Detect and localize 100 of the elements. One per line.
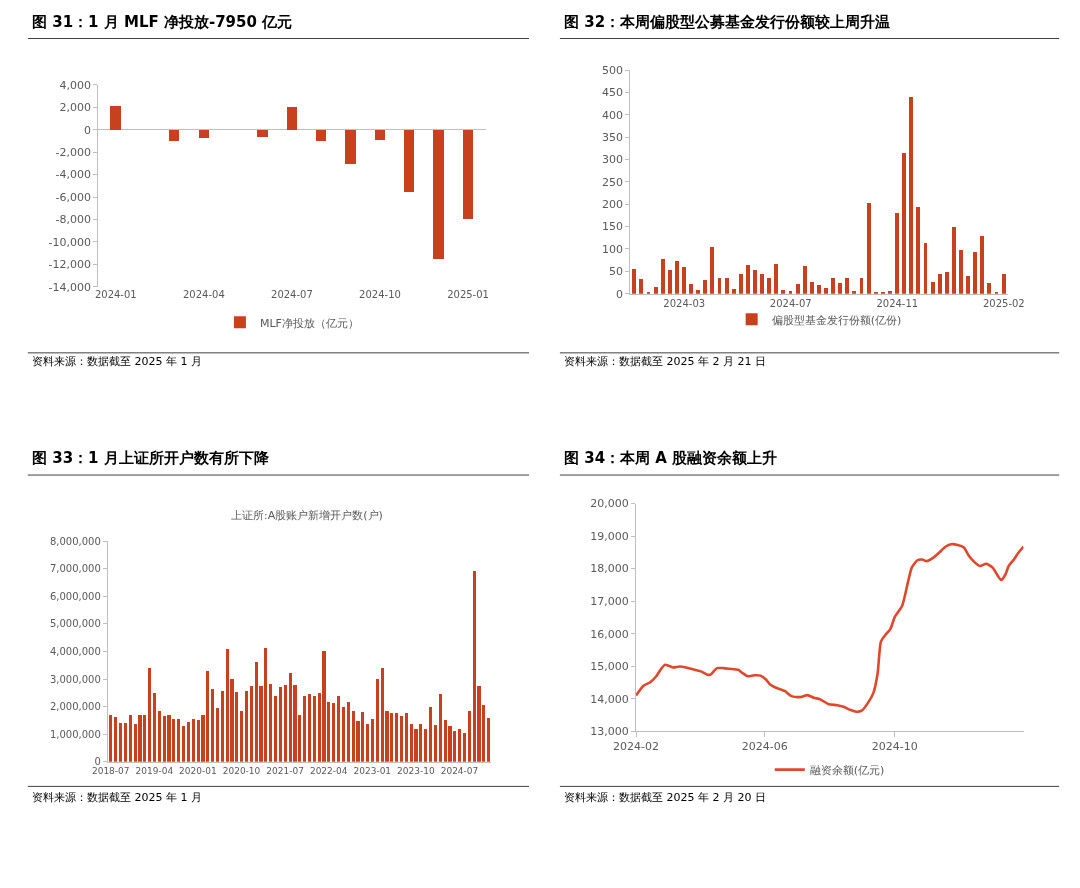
bar — [668, 270, 673, 294]
bar — [169, 129, 180, 141]
bar — [710, 247, 715, 294]
bar — [176, 719, 180, 762]
bar — [278, 687, 282, 762]
y-tick-label: 450 — [602, 86, 624, 100]
bar — [118, 723, 122, 762]
legend-label: MLF净投放（亿元） — [259, 316, 359, 330]
bar — [287, 106, 298, 130]
bar — [191, 719, 195, 762]
x-tick-label: 2024-01 — [94, 288, 137, 300]
bar — [803, 266, 808, 294]
x-tick-label: 2023-01 — [353, 765, 392, 776]
bar — [389, 713, 393, 762]
y-tick-label: -2,000 — [55, 146, 91, 160]
bar — [703, 280, 708, 294]
bar — [952, 227, 957, 294]
y-tick-label: 100 — [602, 242, 624, 256]
y-tick-label: 19,000 — [590, 529, 629, 543]
y-tick-label: 250 — [602, 175, 624, 189]
line-series — [636, 542, 1024, 714]
bar — [365, 724, 369, 762]
bar — [302, 696, 306, 762]
bar — [220, 691, 224, 762]
chart-title: 图 32：本周偏股型公募基金发行份额较上周升温 — [564, 13, 891, 31]
legend-label: 偏股型基金发行份额(亿份) — [771, 313, 902, 327]
bar — [341, 707, 345, 762]
bar — [838, 283, 843, 294]
bar — [675, 261, 680, 294]
y-tick-label: 8,000,000 — [49, 535, 101, 547]
x-tick-label: 2024-03 — [663, 297, 706, 309]
bar — [157, 711, 161, 762]
y-tick-label: 0 — [83, 123, 91, 137]
bar — [767, 278, 772, 294]
bar — [239, 711, 243, 762]
y-tick-label: 16,000 — [590, 627, 629, 641]
bar — [831, 278, 836, 294]
bar — [746, 265, 751, 294]
y-tick-label: 200 — [602, 198, 624, 212]
bar — [966, 276, 971, 294]
bar — [924, 243, 928, 294]
bar — [433, 129, 445, 259]
bar — [142, 715, 146, 762]
bar — [199, 129, 210, 138]
bar — [867, 203, 872, 294]
y-tick-label: 400 — [602, 108, 624, 122]
bar — [945, 272, 950, 294]
x-tick-label: 2019-04 — [135, 765, 174, 776]
legend-label: 融资余额(亿元) — [809, 763, 885, 777]
bar — [152, 693, 156, 762]
bar — [205, 671, 209, 762]
y-tick-label: 350 — [602, 131, 624, 144]
x-tick-label: 2023-10 — [397, 765, 435, 776]
bar — [1002, 274, 1007, 294]
x-tick-label: 2022-04 — [309, 765, 348, 776]
chart-subtitle: 上证所:A股账户新增开户数(户) — [231, 509, 383, 522]
bar — [462, 733, 466, 762]
bar — [931, 282, 936, 294]
x-tick-label: 2024-07 — [440, 765, 479, 776]
bar — [257, 129, 269, 137]
text: 资料来源：数据截至 2025 年 1 月 — [32, 355, 202, 368]
text: 资料来源：数据截至 2025 年 1 月 — [32, 791, 202, 804]
bar — [147, 668, 151, 762]
bar — [902, 153, 907, 294]
x-tick-label: 2024-07 — [271, 288, 313, 300]
bar — [423, 729, 427, 762]
text: 资料来源：数据截至 2025 年 2 月 20 日 — [564, 791, 766, 804]
bar — [438, 694, 442, 762]
bar — [810, 282, 815, 294]
y-tick-label: -6,000 — [55, 190, 91, 204]
x-tick-label: 2024-11 — [876, 297, 919, 309]
bar — [108, 715, 112, 762]
y-tick-label: 20,000 — [590, 497, 629, 511]
text: 资料来源：数据截至 2025 年 2 月 21 日 — [564, 355, 766, 368]
bar — [360, 712, 364, 762]
y-tick-label: 1,000,000 — [49, 728, 101, 740]
bar — [249, 686, 253, 762]
x-tick-label: 2020-10 — [222, 765, 261, 776]
bar — [467, 711, 471, 762]
x-tick-label: 2021-07 — [266, 765, 304, 776]
y-tick-label: 13,000 — [590, 725, 629, 739]
bar — [113, 717, 117, 762]
bar — [110, 105, 122, 130]
bar — [283, 685, 287, 762]
x-tick-label: 2024-06 — [741, 740, 788, 754]
bar — [916, 207, 921, 294]
y-tick-label: 4,000,000 — [49, 645, 101, 657]
chart-title: 图 31：1 月 MLF 净投放-7950 亿元 — [32, 13, 293, 31]
x-tick-label: 2024-04 — [182, 288, 225, 300]
bar — [682, 267, 687, 294]
bar — [316, 129, 327, 141]
y-tick-label: 150 — [602, 220, 624, 234]
x-tick-label: 2024-02 — [613, 740, 660, 754]
bar — [171, 719, 175, 762]
bar — [433, 725, 437, 762]
bar — [166, 715, 171, 762]
bar — [399, 716, 403, 762]
bar — [463, 129, 474, 219]
bar — [128, 715, 132, 762]
bar — [336, 696, 340, 762]
